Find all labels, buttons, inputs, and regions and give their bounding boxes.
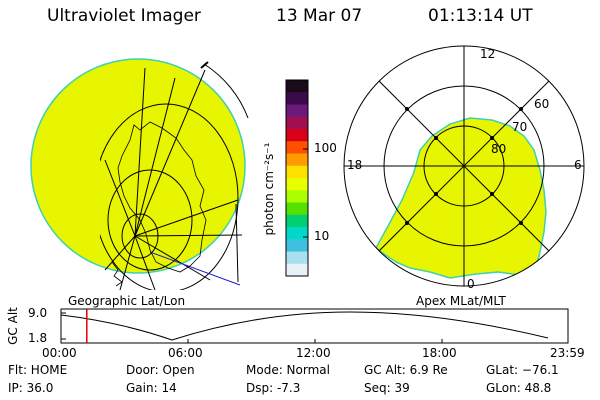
flight-status: Flt: HOME — [8, 363, 68, 377]
colorbar-stripe — [286, 202, 308, 216]
dsp-value: Dsp: -7.3 — [246, 381, 301, 395]
time-label: 01:13:14 UT — [428, 6, 533, 26]
date-label: 13 Mar 07 — [276, 6, 363, 26]
grid-dots — [405, 107, 523, 225]
colorbar-stripe — [286, 92, 308, 105]
polar-map-label: Apex MLat/MLT — [416, 294, 506, 308]
colorbar-stripe — [286, 190, 308, 203]
mlt-label-12: 12 — [480, 47, 496, 61]
colorbar-stripe — [286, 227, 308, 240]
altitude-ylabel: GC Alt — [6, 307, 20, 345]
colorbar-stripe — [286, 165, 308, 179]
mode-status: Mode: Normal — [246, 363, 330, 377]
altitude-curve — [60, 311, 549, 341]
colorbar-stripe — [286, 263, 308, 277]
lat-label-80: 80 — [491, 142, 507, 156]
altitude-xtick-1200: 12:00 — [296, 346, 331, 360]
colorbar-stripe — [286, 178, 308, 191]
ip-value: IP: 36.0 — [8, 381, 54, 395]
lat-label-60: 60 — [534, 97, 550, 111]
colorbar-stripe — [286, 214, 308, 228]
lat-lon-grid — [100, 67, 243, 290]
altitude-xtick-0600: 06:00 — [168, 346, 203, 360]
sequence-number: Seq: 39 — [364, 381, 410, 395]
mlt-label-18: 18 — [347, 158, 363, 172]
colorbar-stripe — [286, 116, 308, 130]
gain-value: Gain: 14 — [126, 381, 177, 395]
colorbar-stripe — [286, 251, 308, 265]
colorbar-stripe — [286, 141, 308, 154]
instrument-title: Ultraviolet Imager — [47, 6, 201, 26]
colorbar-tick-10: 10 — [314, 229, 330, 243]
colorbar-tick-100: 100 — [314, 141, 337, 155]
altitude-xtick-0000: 00:00 — [42, 346, 77, 360]
mlt-label-0: 0 — [467, 277, 475, 291]
coastline — [117, 121, 207, 273]
altitude-xtick-1800: 18:00 — [422, 346, 457, 360]
colorbar-stripe — [286, 104, 308, 118]
geographic-latitude: GLat: −76.1 — [486, 363, 559, 377]
lat-label-70: 70 — [512, 120, 528, 134]
altitude-xtick-2359: 23:59 — [550, 346, 585, 360]
altitude-ytick-1-8: 1.8 — [28, 331, 48, 345]
gc-altitude: GC Alt: 6.9 Re — [364, 363, 448, 377]
door-status: Door: Open — [126, 363, 195, 377]
geographic-map-label: Geographic Lat/Lon — [68, 294, 186, 308]
mlt-label-6: 6 — [574, 158, 582, 172]
colorbar-stripe — [286, 153, 308, 167]
colorbar-stripe — [286, 239, 308, 252]
colorbar-stripe — [286, 129, 308, 142]
colorbar-stripe — [286, 80, 308, 93]
altitude-ytick-9: 9.0 — [28, 306, 48, 320]
geographic-longitude: GLon: 48.8 — [486, 381, 552, 395]
